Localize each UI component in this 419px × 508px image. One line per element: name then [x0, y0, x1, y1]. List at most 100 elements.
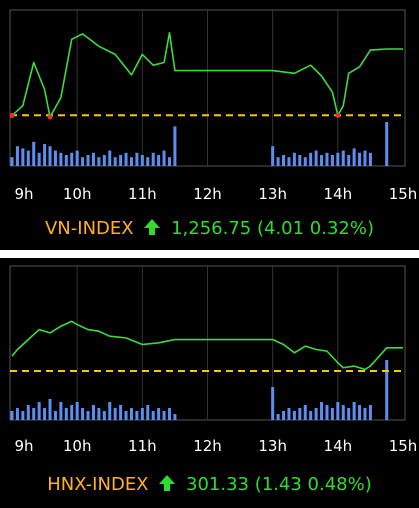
hnx-index-panel: 9h 10h 11h 12h 13h 14h 15h HNX-INDEX 301.33 (1… [0, 258, 419, 508]
volume-bar [26, 150, 30, 166]
volume-bar [314, 408, 318, 420]
volume-bar [70, 152, 74, 166]
x-tick-label: 11h [128, 437, 157, 455]
hnx-index-chart: 9h 10h 11h 12h 13h 14h 15h [9, 265, 418, 455]
volume-bar [167, 157, 171, 166]
volume-bar [309, 152, 313, 166]
volume-bar [108, 402, 112, 420]
volume-bar [102, 411, 106, 420]
volume-bar [135, 411, 139, 420]
volume-bar [368, 152, 372, 166]
volume-bar [320, 402, 324, 420]
volume-bar [37, 152, 41, 166]
volume-bar [108, 150, 112, 166]
vn-index-caption: VN-INDEX 1,256.75 (4.01 0.32%) [0, 218, 419, 239]
volume-bar [314, 150, 318, 166]
volume-bar [320, 155, 324, 166]
volume-bar [75, 150, 79, 166]
volume-bar [282, 155, 286, 166]
volume-bar [157, 408, 161, 420]
panel-divider [0, 250, 419, 258]
arrow-up-icon [159, 475, 176, 491]
volume-bar [86, 411, 90, 420]
volume-bar [64, 155, 68, 166]
x-tick-label: 13h [258, 185, 287, 203]
x-tick-label: 10h [63, 437, 92, 455]
volume-bar [368, 405, 372, 420]
volume-bar [91, 152, 95, 166]
volume-bar [129, 408, 133, 420]
x-tick-label: 13h [258, 437, 287, 455]
volume-bar [43, 408, 47, 420]
volume-bar [271, 146, 275, 166]
volume-bar [70, 405, 74, 420]
volume-bar [140, 408, 144, 420]
volume-bar [48, 146, 52, 166]
x-tick-label: 14h [324, 437, 353, 455]
volume-bar [119, 405, 123, 420]
volume-bar [10, 157, 14, 166]
below-reference-point [335, 112, 341, 118]
volume-bar [146, 157, 150, 166]
volume-bar [15, 146, 19, 166]
volume-bar [173, 126, 177, 166]
volume-bar [162, 150, 166, 166]
volume-bar [21, 411, 25, 420]
index-name: VN-INDEX [44, 218, 134, 239]
volume-bar [48, 399, 52, 420]
volume-bar [298, 408, 302, 420]
x-tick-label: 9h [14, 437, 33, 455]
below-reference-point [47, 114, 53, 120]
index-value: 1,256.75 [171, 218, 252, 239]
volume-bar [385, 122, 389, 166]
x-tick-label: 10h [63, 185, 92, 203]
volume-bar [282, 411, 286, 420]
volume-bar [146, 405, 150, 420]
volume-bar [167, 408, 171, 420]
volume-bar [352, 402, 356, 420]
index-name: HNX-INDEX [47, 474, 149, 495]
volume-bar [173, 414, 177, 420]
volume-bar [129, 157, 133, 166]
volume-bar [309, 411, 313, 420]
volume-bar [32, 141, 36, 166]
volume-bar [330, 408, 334, 420]
x-tick-label: 12h [193, 185, 222, 203]
arrow-up-icon [144, 219, 161, 235]
volume-bar [336, 152, 340, 166]
volume-bar [385, 360, 389, 420]
x-tick-label: 9h [14, 185, 33, 203]
volume-bar [276, 414, 280, 420]
volume-bar [162, 411, 166, 420]
vn-index-chart: 9h 10h 11h 12h 13h 14h 15h [9, 9, 418, 203]
volume-bar [325, 152, 329, 166]
x-tick-label: 15h [389, 437, 418, 455]
volume-bar [91, 405, 95, 420]
volume-bar [64, 408, 68, 420]
volume-bar [124, 411, 128, 420]
volume-bar [113, 157, 117, 166]
index-value: 301.33 [186, 474, 249, 495]
volume-bar [363, 408, 367, 420]
volume-bar [303, 157, 307, 166]
price-line [11, 31, 403, 118]
volume-bar [59, 402, 63, 420]
volume-bar [21, 148, 25, 166]
volume-bar [151, 411, 155, 420]
volume-bar [358, 152, 362, 166]
volume-bar [135, 152, 139, 166]
hnx-index-caption: HNX-INDEX 301.33 (1.43 0.48%) [0, 474, 419, 495]
volume-bar [287, 157, 291, 166]
volume-bar [37, 402, 41, 420]
volume-bar [59, 152, 63, 166]
volume-bar [352, 148, 356, 166]
volume-bar [113, 408, 117, 420]
volume-bar [119, 155, 123, 166]
x-tick-label: 15h [389, 185, 418, 203]
volume-bar [341, 150, 345, 166]
volume-bar [292, 152, 296, 166]
volume-bar [86, 155, 90, 166]
vn-index-panel: 9h 10h 11h 12h 13h 14h 15h VN-INDEX 1,256.75 (… [0, 0, 419, 250]
volume-bar [330, 155, 334, 166]
volume-bar [298, 155, 302, 166]
